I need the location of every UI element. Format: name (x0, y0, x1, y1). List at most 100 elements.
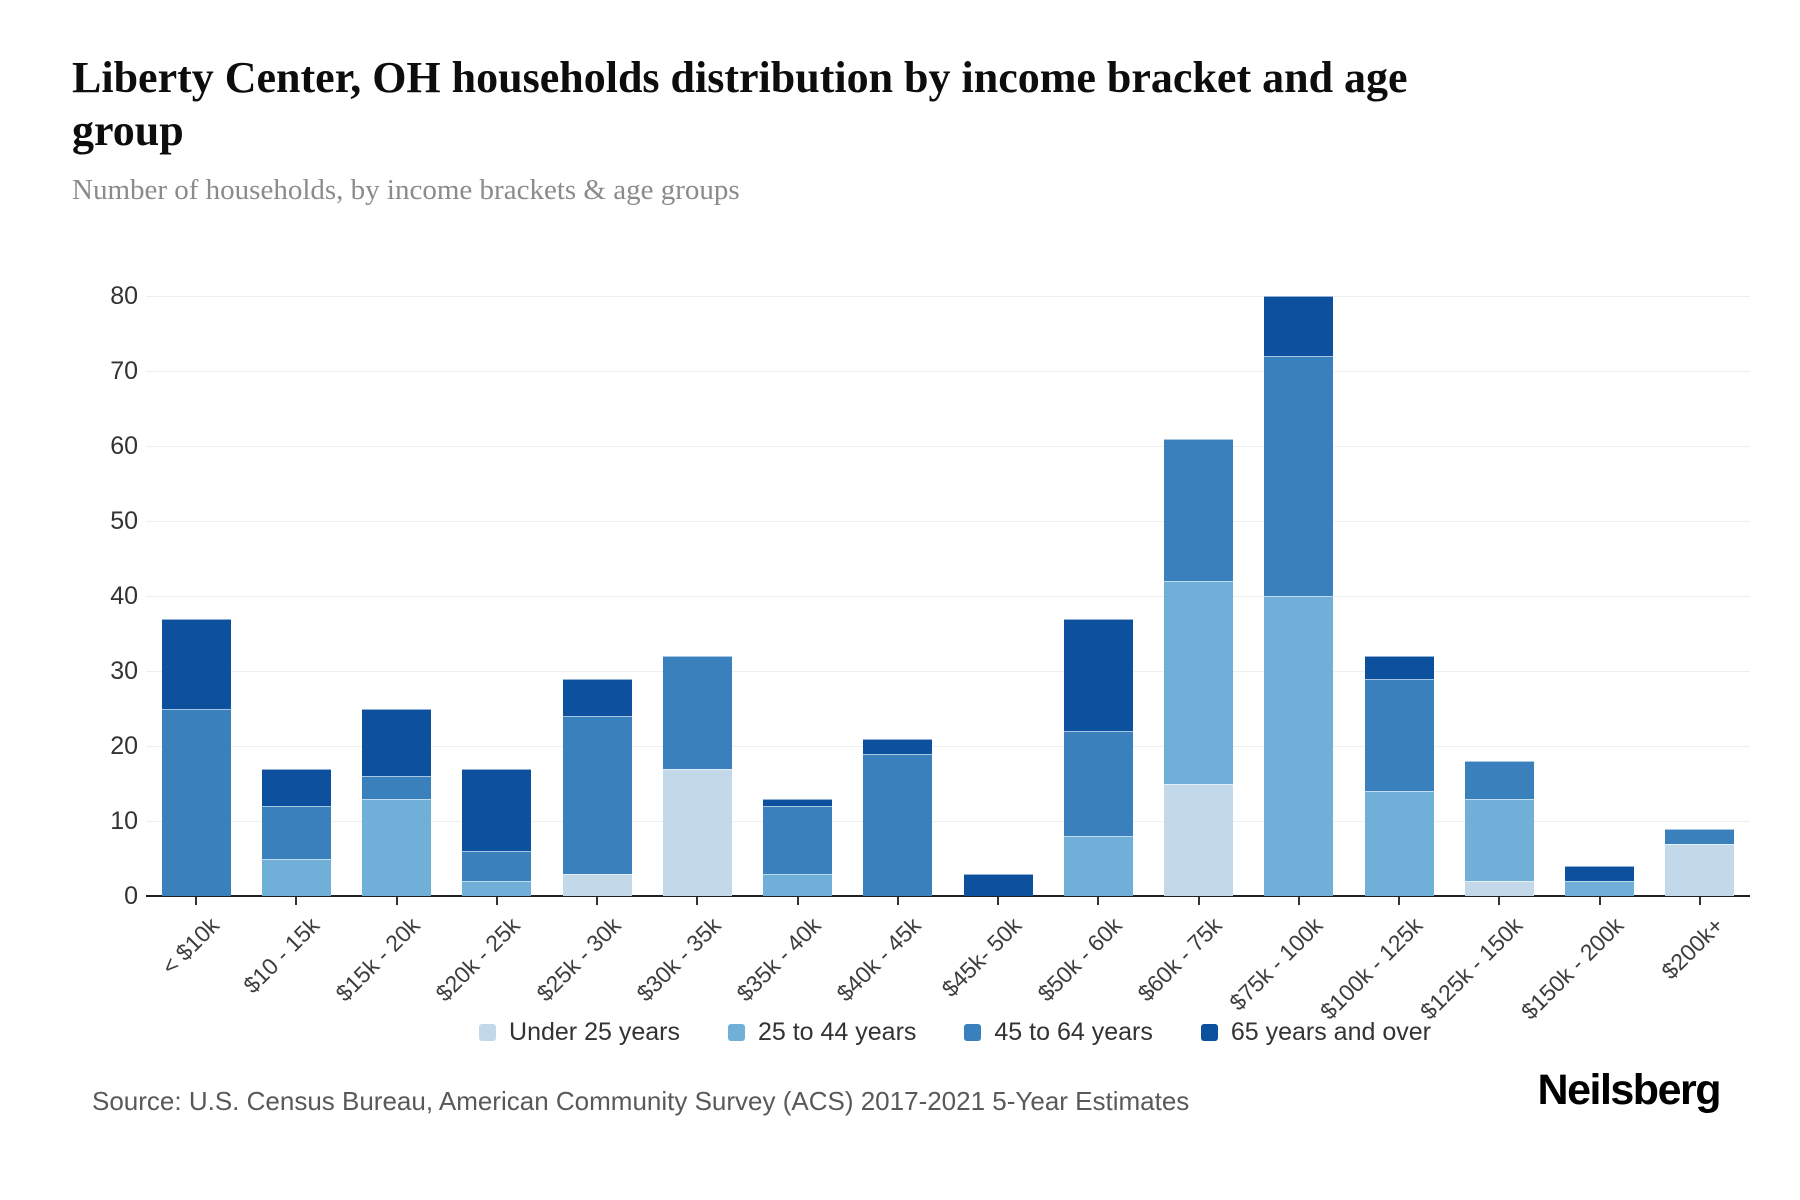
bar-150k-200k-segment-65-years-and-over (1565, 866, 1635, 881)
bar-10k-segment-65-years-and-over (161, 618, 231, 709)
bar-75k-100k-segment-65-years-and-over (1264, 296, 1334, 356)
gridline-10 (146, 821, 1750, 822)
gridline-30 (146, 671, 1750, 672)
legend-swatch-25-to-44-years (727, 1024, 745, 1041)
bar-200k-segment-under-25-years (1665, 843, 1735, 896)
y-axis-label-30: 30 (110, 657, 138, 685)
x-axis-label-75k-100k: $75k - 100k (1223, 912, 1328, 1016)
legend-label-under-25-years: Under 25 years (509, 1018, 680, 1046)
x-axis-label-125k-150k: $125k - 150k (1415, 912, 1528, 1025)
legend-item-45-to-64-years: 45 to 64 years (964, 1018, 1153, 1047)
bar-60k-75k-segment-under-25-years (1164, 783, 1234, 896)
x-axis-label-45k-50k: $45k- 50k (936, 912, 1027, 1002)
bar-40k-45k-segment-65-years-and-over (863, 738, 933, 754)
bar-45k-50k-segment-65-years-and-over (963, 873, 1033, 896)
bar-30k-35k-segment-45-to-64-years (662, 656, 732, 769)
bar-20k-25k-segment-45-to-64-years (462, 851, 532, 881)
x-axis-tick (195, 897, 198, 905)
x-axis-label-10k: < $10k (156, 912, 225, 980)
bar-30k-35k-segment-under-25-years (662, 768, 732, 896)
x-axis-tick (295, 897, 298, 905)
x-axis-label-15k-20k: $15k - 20k (330, 912, 426, 1007)
x-axis-label-100k-125k: $100k - 125k (1315, 912, 1428, 1025)
gridline-50 (146, 521, 1750, 522)
y-axis-label-10: 10 (110, 807, 138, 835)
legend-label-65-years-and-over: 65 years and over (1230, 1018, 1431, 1046)
x-axis-label-25k-30k: $25k - 30k (531, 912, 626, 1007)
bar-40k-45k-segment-45-to-64-years (863, 753, 933, 896)
legend-swatch-under-25-years (479, 1024, 497, 1041)
bar-60k-75k-segment-45-to-64-years (1164, 438, 1234, 581)
y-axis-label-20: 20 (110, 732, 138, 760)
bar-125k-150k-segment-25-to-44-years (1464, 798, 1534, 881)
x-axis-tick (896, 897, 899, 905)
x-axis-label-50k-60k: $50k - 60k (1032, 912, 1127, 1007)
x-axis-tick (696, 897, 699, 905)
legend-item-under-25-years: Under 25 years (479, 1018, 680, 1047)
y-axis-label-60: 60 (110, 432, 138, 460)
bar-25k-30k-segment-45-to-64-years (562, 716, 632, 874)
bar-100k-125k-segment-25-to-44-years (1364, 791, 1434, 896)
gridline-40 (146, 596, 1750, 597)
bar-50k-60k-segment-65-years-and-over (1063, 618, 1133, 731)
x-axis-tick (1598, 897, 1601, 905)
x-axis-tick (1698, 897, 1701, 905)
chart-legend: Under 25 years 25 to 44 years 45 to 64 yea… (150, 1018, 1760, 1047)
x-axis-tick (495, 897, 498, 905)
bar-35k-40k-segment-65-years-and-over (763, 798, 833, 806)
gridline-20 (146, 746, 1750, 747)
bar-60k-75k-segment-25-to-44-years (1164, 581, 1234, 784)
bar-100k-125k-segment-65-years-and-over (1364, 656, 1434, 679)
x-axis-tick (1297, 897, 1300, 905)
bar-35k-40k-segment-45-to-64-years (763, 806, 833, 874)
x-axis-tick (1197, 897, 1200, 905)
bar-20k-25k-segment-65-years-and-over (462, 768, 532, 851)
x-axis-tick (997, 897, 1000, 905)
bar-200k-segment-45-to-64-years (1665, 828, 1735, 844)
x-axis-label-30k-35k: $30k - 35k (631, 912, 726, 1007)
legend-swatch-65-years-and-over (1200, 1024, 1218, 1041)
x-axis-tick (796, 897, 799, 905)
x-axis-tick (395, 897, 398, 905)
gridline-60 (146, 446, 1750, 447)
bar-10-15k-segment-45-to-64-years (261, 806, 331, 859)
legend-swatch-45-to-64-years (964, 1024, 982, 1041)
x-axis-tick (1398, 897, 1401, 905)
x-axis-label-40k-45k: $40k - 45k (831, 912, 927, 1007)
x-axis-label-35k-40k: $35k - 40k (731, 912, 827, 1007)
y-axis-label-0: 0 (124, 882, 138, 910)
bar-20k-25k-segment-25-to-44-years (462, 881, 532, 896)
bar-15k-20k-segment-45-to-64-years (362, 776, 432, 799)
y-axis-label-80: 80 (110, 282, 138, 310)
x-axis-label-60k-75k: $60k - 75k (1132, 912, 1228, 1007)
bar-15k-20k-segment-25-to-44-years (362, 798, 432, 896)
bar-50k-60k-segment-45-to-64-years (1063, 731, 1133, 836)
y-axis-label-40: 40 (110, 582, 138, 610)
gridline-70 (146, 371, 1750, 372)
y-axis-label-50: 50 (110, 507, 138, 535)
bar-75k-100k-segment-25-to-44-years (1264, 596, 1334, 896)
x-axis-label-10-15k: $10 - 15k (238, 912, 325, 999)
x-axis-tick (596, 897, 599, 905)
bar-125k-150k-segment-under-25-years (1464, 881, 1534, 896)
x-axis-label-150k-200k: $150k - 200k (1515, 912, 1629, 1025)
chart-subtitle: Number of households, by income brackets… (72, 174, 740, 206)
chart-title: Liberty Center, OH households distributi… (72, 53, 1408, 155)
bar-125k-150k-segment-45-to-64-years (1464, 761, 1534, 799)
bar-10-15k-segment-65-years-and-over (261, 768, 331, 806)
x-axis-line (146, 895, 1750, 897)
bar-75k-100k-segment-45-to-64-years (1264, 356, 1334, 596)
bar-50k-60k-segment-25-to-44-years (1063, 836, 1133, 896)
bar-35k-40k-segment-25-to-44-years (763, 873, 833, 896)
legend-label-25-to-44-years: 25 to 44 years (757, 1018, 917, 1046)
bar-10-15k-segment-25-to-44-years (261, 858, 331, 896)
gridline-80 (146, 296, 1750, 297)
y-axis-label-70: 70 (110, 357, 138, 385)
bar-25k-30k-segment-65-years-and-over (562, 678, 632, 716)
legend-label-45-to-64-years: 45 to 64 years (994, 1018, 1153, 1046)
source-note: Source: U.S. Census Bureau, American Com… (92, 1086, 1190, 1116)
bar-25k-30k-segment-under-25-years (562, 873, 632, 896)
x-axis-tick (1097, 897, 1100, 905)
